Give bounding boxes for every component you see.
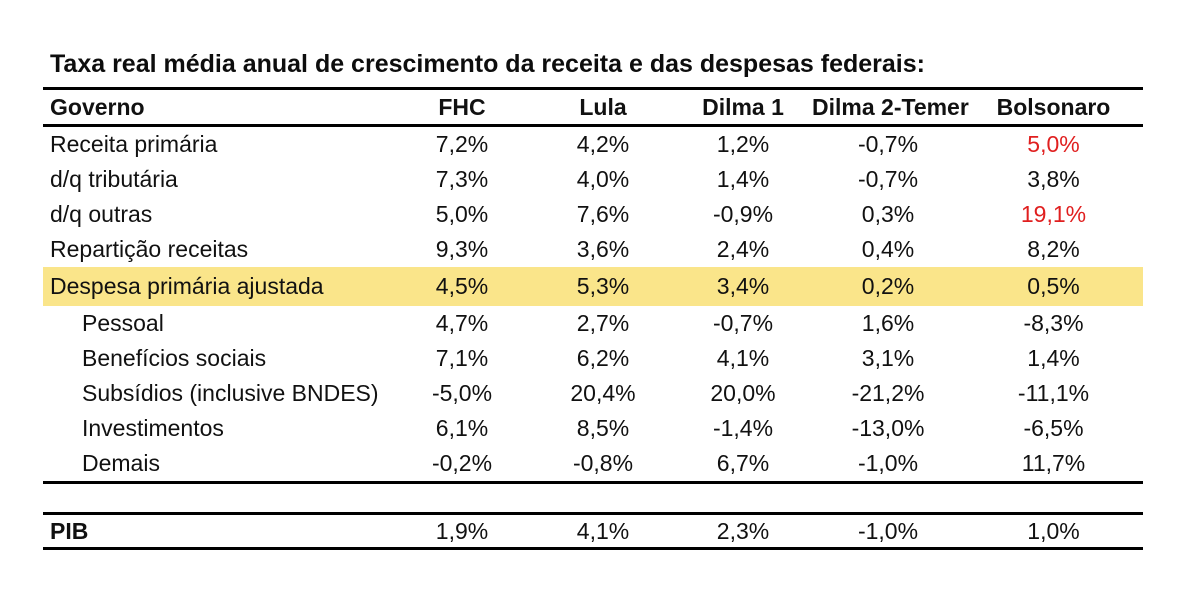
table-row-despesa-primaria-ajustada-highlighted: Despesa primária ajustada 4,5% 5,3% 3,4%… — [43, 267, 1143, 306]
cell-value: 8,5% — [576, 415, 630, 441]
cell-value: 8,2% — [1027, 236, 1080, 262]
table-row-reparticao-receitas: Repartição receitas 9,3% 3,6% 2,4% 0,4% … — [43, 232, 1143, 267]
cell-value: -0,8% — [572, 450, 634, 476]
column-header-lula: Lula — [579, 93, 627, 120]
cell-value: 1,9% — [435, 517, 489, 544]
row-label: PIB — [50, 517, 89, 544]
cell-value: 2,3% — [716, 517, 770, 544]
cell-value: 2,4% — [716, 236, 770, 262]
cell-value: 7,1% — [435, 345, 489, 371]
table-row-dq-tributaria: d/q tributária 7,3% 4,0% 1,4% -0,7% 3,8% — [43, 162, 1143, 197]
cell-value: 5,3% — [576, 273, 630, 299]
row-label: Repartição receitas — [50, 236, 249, 262]
cell-value: -6,5% — [1023, 415, 1084, 441]
row-label: Receita primária — [50, 131, 218, 157]
cell-value: 4,0% — [576, 166, 630, 192]
cell-value: -13,0% — [851, 415, 925, 441]
divider-top — [43, 87, 1143, 90]
cell-red-value: 5,0% — [1027, 131, 1080, 157]
cell-value: 4,2% — [576, 131, 630, 157]
cell-value: 7,6% — [576, 201, 630, 227]
cell-value: 3,1% — [861, 345, 915, 371]
row-label: Pessoal — [82, 310, 164, 336]
cell-value: 4,1% — [716, 345, 770, 371]
cell-value: -0,9% — [712, 201, 774, 227]
row-label: d/q tributária — [50, 166, 178, 192]
cell-value: 0,4% — [861, 236, 915, 262]
cell-value: 20,0% — [710, 380, 776, 406]
column-header-bolsonaro: Bolsonaro — [996, 93, 1111, 120]
column-header-dilma1: Dilma 1 — [702, 93, 784, 120]
column-header-fhc: FHC — [438, 93, 486, 120]
column-header-governo: Governo — [50, 93, 145, 120]
row-label: Despesa primária ajustada — [50, 273, 324, 299]
cell-value: 6,7% — [716, 450, 770, 476]
cell-value: -11,1% — [1017, 380, 1090, 406]
cell-value: -0,7% — [857, 131, 919, 157]
cell-value: 6,2% — [576, 345, 630, 371]
cell-value: -1,0% — [857, 450, 919, 476]
table-gap — [43, 484, 1143, 512]
cell-value: -0,2% — [431, 450, 493, 476]
cell-value: 9,3% — [435, 236, 489, 262]
divider-pib-bottom — [43, 547, 1143, 550]
row-label: Investimentos — [82, 415, 224, 441]
table-row-pib: PIB 1,9% 4,1% 2,3% -1,0% 1,0% — [43, 515, 1143, 547]
row-label: Benefícios sociais — [82, 345, 267, 371]
cell-value: 4,1% — [576, 517, 630, 544]
cell-value: 0,5% — [1027, 273, 1080, 299]
cell-value: 7,2% — [435, 131, 489, 157]
cell-value: -1,4% — [712, 415, 774, 441]
cell-value: 3,4% — [716, 273, 770, 299]
table-row-subsidios: Subsídios (inclusive BNDES) -5,0% 20,4% … — [43, 376, 1143, 411]
row-label: d/q outras — [50, 201, 153, 227]
cell-value: 1,4% — [1027, 345, 1080, 371]
cell-value: 1,6% — [861, 310, 915, 336]
cell-value: 1,0% — [1027, 517, 1080, 544]
cell-value: 3,6% — [576, 236, 630, 262]
table-row-dq-outras: d/q outras 5,0% 7,6% -0,9% 0,3% 19,1% — [43, 197, 1143, 232]
cell-value: -21,2% — [851, 380, 925, 406]
cell-value: 1,2% — [716, 131, 770, 157]
table-title: Taxa real média anual de crescimento da … — [50, 50, 925, 78]
cell-value: 5,0% — [435, 201, 489, 227]
divider-header — [43, 124, 1143, 127]
page: Taxa real média anual de crescimento da … — [43, 50, 1143, 550]
cell-value: 4,5% — [435, 273, 489, 299]
cell-value: 7,3% — [435, 166, 489, 192]
cell-red-value: 19,1% — [1020, 201, 1087, 227]
data-table: Governo FHC Lula Dilma 1 Dilma 2-Temer B… — [43, 87, 1143, 550]
cell-value: -1,0% — [857, 517, 919, 544]
cell-value: 20,4% — [570, 380, 636, 406]
cell-value: -0,7% — [857, 166, 919, 192]
table-row-receita-primaria: Receita primária 7,2% 4,2% 1,2% -0,7% 5,… — [43, 127, 1143, 162]
header-row: Governo FHC Lula Dilma 1 Dilma 2-Temer B… — [43, 90, 1143, 124]
table-row-investimentos: Investimentos 6,1% 8,5% -1,4% -13,0% -6,… — [43, 411, 1143, 446]
row-label: Demais — [82, 450, 160, 476]
cell-value: 1,4% — [716, 166, 770, 192]
row-label: Subsídios (inclusive BNDES) — [82, 380, 379, 406]
column-header-dilma2-temer: Dilma 2-Temer — [812, 93, 969, 120]
table-row-beneficios-sociais: Benefícios sociais 7,1% 6,2% 4,1% 3,1% 1… — [43, 341, 1143, 376]
cell-value: 6,1% — [435, 415, 489, 441]
cell-value: 4,7% — [435, 310, 489, 336]
cell-value: 11,7% — [1021, 450, 1086, 476]
table-row-demais: Demais -0,2% -0,8% 6,7% -1,0% 11,7% — [43, 446, 1143, 481]
cell-value: 3,8% — [1027, 166, 1080, 192]
divider-body-bottom — [43, 481, 1143, 484]
cell-value: 0,2% — [861, 273, 915, 299]
divider-pib-top — [43, 512, 1143, 515]
cell-value: -5,0% — [431, 380, 493, 406]
cell-value: -8,3% — [1023, 310, 1084, 336]
cell-value: -0,7% — [712, 310, 774, 336]
table-row-pessoal: Pessoal 4,7% 2,7% -0,7% 1,6% -8,3% — [43, 306, 1143, 341]
cell-value: 2,7% — [576, 310, 630, 336]
cell-value: 0,3% — [861, 201, 915, 227]
